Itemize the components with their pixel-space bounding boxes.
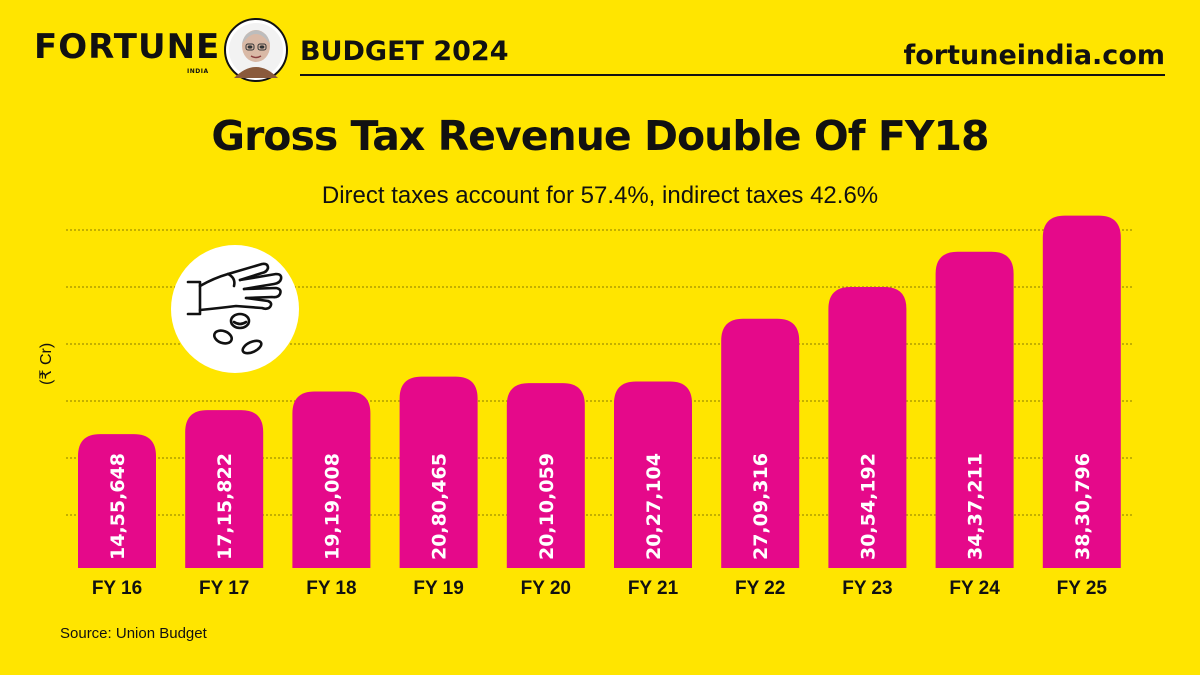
x-tick-label: FY 17 (199, 578, 249, 599)
header-rule (300, 74, 1165, 76)
source-note: Source: Union Budget (60, 625, 207, 642)
fortune-logo-sub: INDIA (187, 68, 209, 75)
x-tick-label: FY 22 (735, 578, 785, 599)
bar-fy-22 (721, 318, 800, 568)
chart-subtitle: Direct taxes account for 57.4%, indirect… (321, 182, 879, 209)
bar-value-label: 14,55,648 (107, 453, 129, 560)
bar-fy-23 (828, 287, 907, 568)
fortune-logo: FORTUNE (34, 27, 221, 67)
bar-fy-21 (614, 381, 692, 568)
bar-value-label: 20,10,059 (536, 453, 558, 560)
site-url: fortuneindia.com (903, 40, 1166, 71)
bar-fy-25 (1042, 215, 1121, 568)
bar-value-label: 17,15,822 (214, 453, 236, 560)
bar-value-label: 19,19,008 (321, 453, 343, 560)
x-tick-label: FY 18 (306, 578, 356, 599)
bar-value-label: 27,09,316 (750, 453, 772, 560)
bar-fy-16 (78, 434, 156, 568)
chart-title: Gross Tax Revenue Double Of FY18 (211, 112, 989, 160)
bar-fy-17 (185, 410, 264, 568)
x-tick-label: FY 23 (842, 578, 892, 599)
x-tick-label: FY 21 (628, 578, 679, 599)
x-tick-label: FY 16 (92, 578, 142, 599)
bar-fy-20 (506, 383, 585, 568)
x-tick-label: FY 25 (1057, 578, 1108, 599)
x-tick-label: FY 19 (413, 578, 463, 599)
hand-dropping-coins-icon (171, 245, 299, 373)
bar-value-label: 30,54,192 (857, 453, 879, 560)
bar-fy-18 (292, 391, 371, 568)
finance-minister-avatar (224, 18, 288, 82)
x-tick-label: FY 24 (949, 578, 1000, 599)
bar-value-label: 34,37,211 (965, 453, 987, 560)
bar-value-label: 38,30,796 (1072, 453, 1094, 560)
bar-value-label: 20,80,465 (429, 453, 451, 560)
bar-fy-24 (935, 251, 1014, 568)
x-tick-label: FY 20 (521, 578, 571, 599)
budget-label: BUDGET 2024 (300, 36, 509, 67)
bar-value-label: 20,27,104 (643, 453, 665, 560)
bar-fy-19 (399, 376, 478, 568)
